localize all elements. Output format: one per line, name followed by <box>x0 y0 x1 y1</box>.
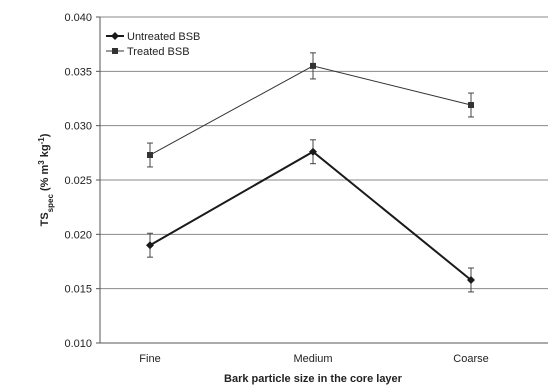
legend: Untreated BSB Treated BSB <box>106 31 200 58</box>
y-tick-label: 0.040 <box>64 12 92 24</box>
data-point-square <box>468 102 474 109</box>
data-point-diamond <box>467 275 475 284</box>
data-point-diamond <box>146 241 154 250</box>
y-axis-title-sup2: -1 <box>37 137 46 145</box>
y-axis-title-unit-open: (% m <box>39 165 51 195</box>
y-axis-title-main: TS <box>39 212 51 226</box>
data-point-diamond <box>309 147 317 156</box>
x-category-label: Fine <box>139 353 160 365</box>
series-markers <box>146 62 475 284</box>
y-axis-title-subscript: spec <box>46 194 55 213</box>
y-tick-label: 0.020 <box>64 229 92 241</box>
y-tick-label: 0.035 <box>64 66 92 78</box>
legend-label-treated: Treated BSB <box>127 46 190 58</box>
series-line-0 <box>149 150 472 281</box>
series-lines <box>149 65 472 281</box>
data-point-square <box>147 152 153 159</box>
grid-lines <box>100 16 548 290</box>
x-category-labels: Fine Medium Coarse <box>139 353 488 365</box>
y-axis-title-unit-mid: kg <box>39 144 51 160</box>
error-bars <box>147 52 474 293</box>
data-point-square <box>310 62 316 69</box>
y-tick-labels: 0.010 0.015 0.020 0.025 0.030 0.035 0.040 <box>64 12 92 350</box>
y-tick-label: 0.030 <box>64 121 92 133</box>
y-axis-title-sup1: 3 <box>37 160 46 165</box>
x-category-label: Medium <box>293 353 332 365</box>
axes <box>96 16 548 344</box>
legend-marker-untreated <box>111 32 119 40</box>
y-axis-title-unit-close: ) <box>39 133 51 137</box>
y-tick-label: 0.015 <box>64 284 92 296</box>
legend-marker-treated <box>112 48 118 54</box>
x-category-label: Coarse <box>453 353 488 365</box>
y-tick-label: 0.010 <box>64 338 92 350</box>
y-tick-label: 0.025 <box>64 175 92 187</box>
x-axis-title: Bark particle size in the core layer <box>224 373 403 385</box>
y-axis-title: TSspec (% m3 kg-1) <box>37 133 55 226</box>
legend-label-untreated: Untreated BSB <box>127 31 200 43</box>
